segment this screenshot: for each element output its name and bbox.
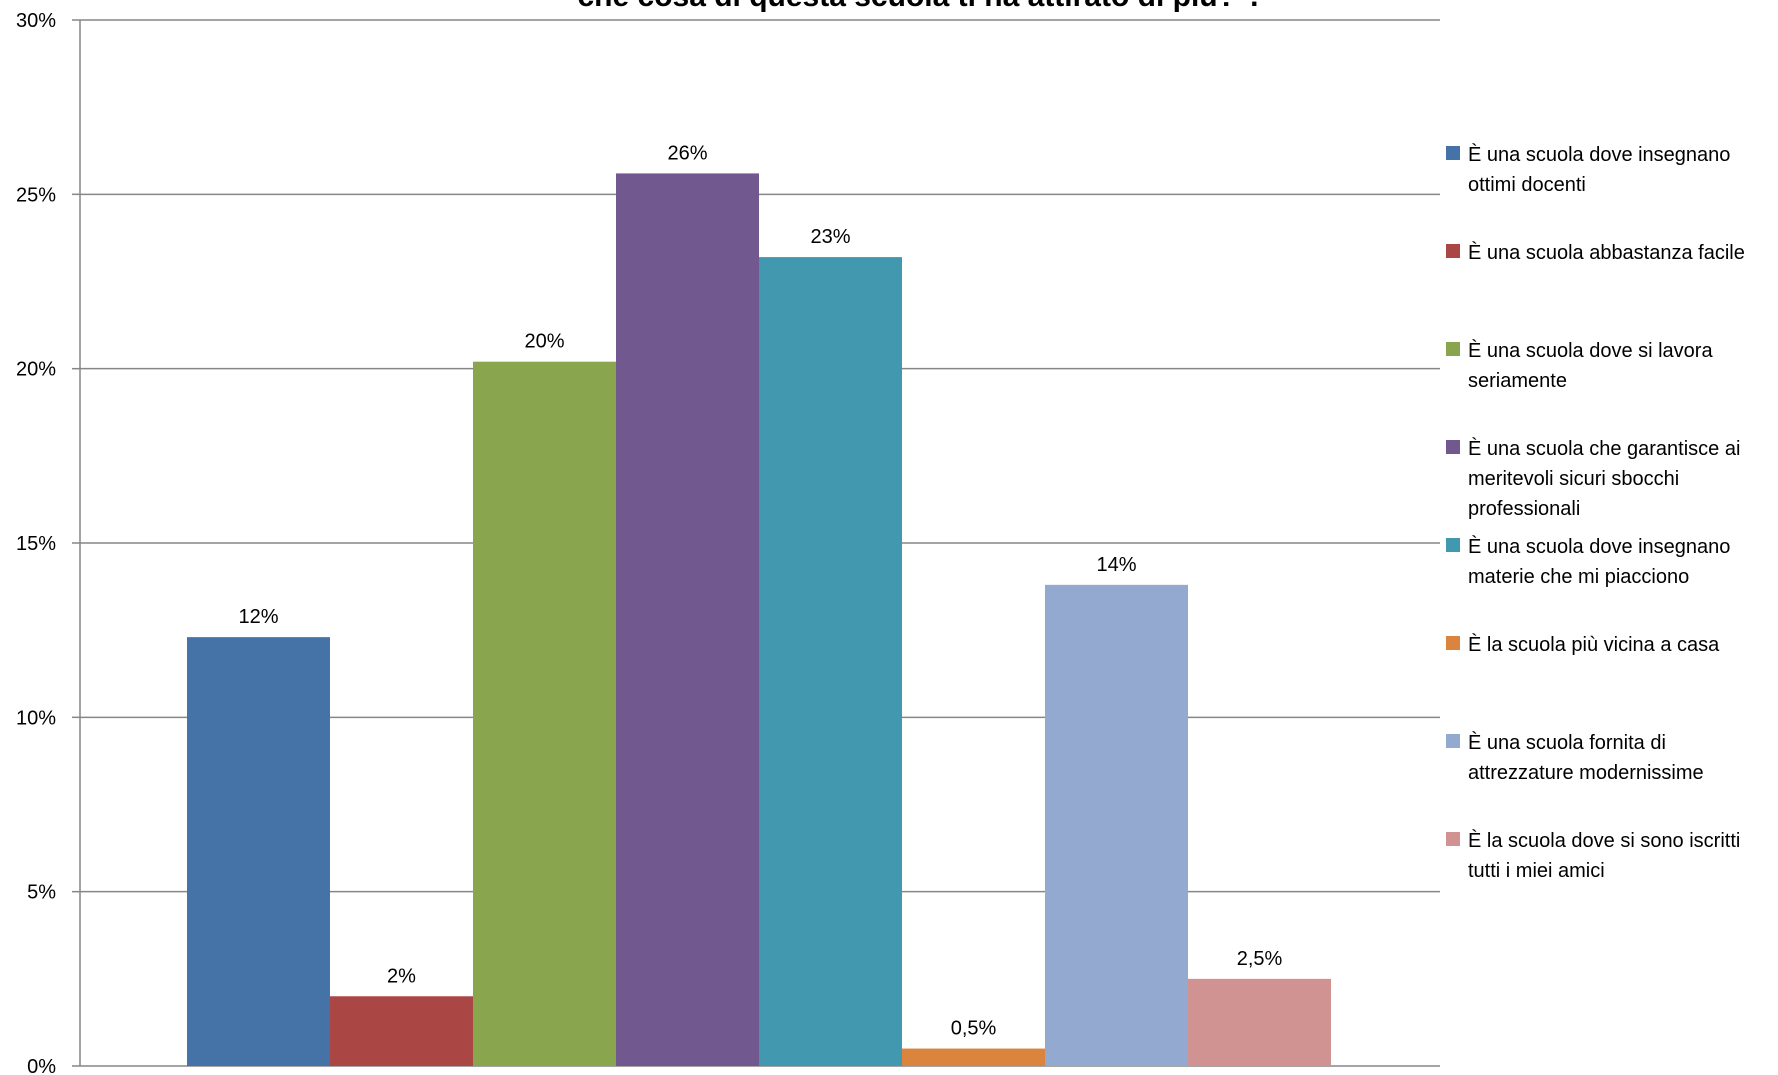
- data-label: 12%: [238, 606, 278, 628]
- legend-label: È una scuola dove insegnano materie che …: [1468, 536, 1731, 588]
- y-tick-label: 25%: [16, 184, 56, 206]
- data-label: 20%: [524, 331, 564, 353]
- y-tick-label: 15%: [16, 533, 56, 555]
- bar: [1188, 978, 1331, 1066]
- bar: [902, 1048, 1045, 1066]
- legend-swatch: [1446, 538, 1460, 552]
- y-tick-label: 10%: [16, 707, 56, 729]
- legend-swatch: [1446, 832, 1460, 846]
- chart-title: che cosa di questa scuola ti ha attirato…: [577, 0, 1258, 13]
- bar: [759, 257, 902, 1066]
- bar: [473, 361, 616, 1066]
- legend-swatch: [1446, 734, 1460, 748]
- y-tick-label: 30%: [16, 10, 56, 32]
- y-tick-label: 0%: [27, 1056, 56, 1075]
- legend-label: È una scuola abbastanza facile: [1468, 242, 1745, 264]
- legend-swatch: [1446, 342, 1460, 356]
- legend-label: È la scuola più vicina a casa: [1468, 634, 1720, 656]
- legend-swatch: [1446, 146, 1460, 160]
- legend-label: È una scuola che garantisce ai meritevol…: [1468, 438, 1741, 520]
- legend-swatch: [1446, 636, 1460, 650]
- data-label: 0,5%: [951, 1018, 997, 1040]
- data-label: 26%: [667, 142, 707, 164]
- data-label: 2,5%: [1237, 948, 1283, 970]
- legend-label: È una scuola fornita di attrezzature mod…: [1468, 732, 1704, 784]
- data-labels: 12% 2% 20% 26% 23% 0,5% 14% 2,5%: [238, 142, 1282, 1039]
- bar-chart: che cosa di questa scuola ti ha attirato…: [16, 0, 1440, 1075]
- bar: [187, 637, 330, 1066]
- legend-label: È una scuola dove insegnano ottimi docen…: [1468, 144, 1731, 196]
- bar: [616, 173, 759, 1066]
- bar: [330, 996, 473, 1066]
- bars: [187, 173, 1331, 1066]
- data-label: 2%: [387, 965, 416, 987]
- y-tick-label: 20%: [16, 359, 56, 381]
- data-label: 14%: [1096, 554, 1136, 576]
- legend-label: È la scuola dove si sono iscritti tutti …: [1468, 830, 1741, 882]
- y-tick-label: 5%: [27, 882, 56, 904]
- bar: [1045, 584, 1188, 1066]
- data-label: 23%: [810, 226, 850, 248]
- legend-label: È una scuola dove si lavora seriamente: [1468, 340, 1713, 392]
- legend-swatch: [1446, 440, 1460, 454]
- y-axis: 0% 5% 10% 15% 20% 25% 30%: [16, 10, 81, 1075]
- legend-swatch: [1446, 244, 1460, 258]
